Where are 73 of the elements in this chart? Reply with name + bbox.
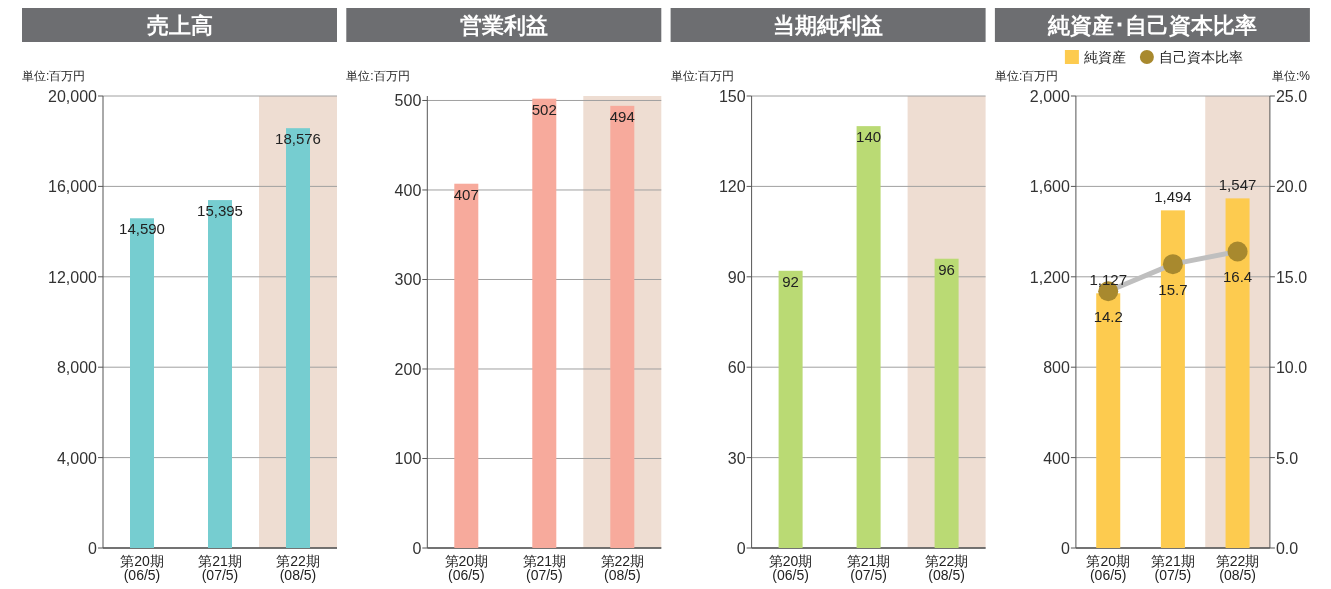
y-axis-title: 単位:百万円 <box>994 69 1059 83</box>
y-tick-label: 2,000 <box>1029 88 1070 105</box>
y-tick-label: 30 <box>727 449 746 467</box>
x-tick-label: 第21期 (07/5) <box>522 553 567 583</box>
y2-axis-title: 単位:% <box>1271 69 1311 83</box>
y-tick-label: 400 <box>1043 449 1070 467</box>
bar <box>1160 210 1185 548</box>
data-label: 96 <box>938 260 955 278</box>
bar <box>454 183 479 548</box>
chart-title: 純資産･自己資本比率 <box>1046 13 1257 38</box>
chart-title: 売上高 <box>146 13 213 38</box>
y2-tick-label: 15.0 <box>1275 268 1308 286</box>
y-tick-label: 1,200 <box>1029 268 1070 286</box>
y2-tick-label: 10.0 <box>1275 359 1308 377</box>
y-tick-label: 200 <box>394 360 422 378</box>
y-tick-label: 500 <box>394 92 422 110</box>
x-tick-label: 第21期 (07/5) <box>846 553 891 583</box>
y-tick-label: 12,000 <box>48 268 98 286</box>
y-tick-label: 1,600 <box>1029 178 1070 196</box>
y2-tick-label: 0.0 <box>1275 540 1299 557</box>
x-tick-label: 第21期 (07/5) <box>1151 553 1195 583</box>
data-label: 407 <box>453 185 479 203</box>
x-tick-label: 第22期 (08/5) <box>924 553 969 583</box>
point <box>1162 254 1183 275</box>
y-tick-label: 8,000 <box>56 359 98 377</box>
legend-label: 純資産 <box>1083 49 1126 65</box>
legend-label: 自己資本比率 <box>1158 49 1243 65</box>
data-label: 1,494 <box>1154 188 1192 206</box>
x-tick-label: 第20期 (06/5) <box>444 553 489 583</box>
bar <box>934 258 959 548</box>
x-tick-label: 第21期 (07/5) <box>198 553 242 583</box>
y-tick-label: 120 <box>718 178 746 196</box>
y-tick-label: 150 <box>718 88 746 105</box>
y-tick-label: 16,000 <box>48 178 98 196</box>
bar <box>532 98 557 548</box>
y2-tick-label: 20.0 <box>1275 178 1308 196</box>
chart-title: 営業利益 <box>459 13 548 38</box>
y-tick-label: 60 <box>727 359 746 377</box>
y-tick-label: 400 <box>394 181 422 199</box>
x-tick-label: 第22期 (08/5) <box>276 553 320 583</box>
bar <box>1096 293 1121 548</box>
bar <box>610 105 635 548</box>
x-tick-label: 第20期 (06/5) <box>768 553 813 583</box>
data-label: 1,547 <box>1218 176 1257 194</box>
data-label: 494 <box>609 107 635 125</box>
bar <box>778 270 803 548</box>
y2-tick-label: 25.0 <box>1275 88 1308 105</box>
x-tick-label: 第20期 (06/5) <box>1086 553 1131 583</box>
x-tick-label: 第22期 (08/5) <box>600 553 645 583</box>
y-axis-title: 単位:百万円 <box>670 69 734 83</box>
bar <box>856 126 881 548</box>
y-tick-label: 0 <box>412 540 422 557</box>
data-label: 1,127 <box>1089 271 1128 289</box>
y-tick-label: 90 <box>727 268 746 286</box>
x-tick-label: 第22期 (08/5) <box>1215 553 1260 583</box>
y-axis-title: 単位:百万円 <box>22 69 86 83</box>
y-tick-label: 800 <box>1043 359 1070 377</box>
y-tick-label: 100 <box>394 450 422 468</box>
data-label: 92 <box>782 272 799 290</box>
x-tick-label: 第20期 (06/5) <box>120 553 164 583</box>
data-label: 16.4 <box>1222 268 1253 286</box>
y-tick-label: 4,000 <box>56 449 98 467</box>
y-tick-label: 0 <box>736 540 746 557</box>
y-tick-label: 0 <box>88 540 98 557</box>
data-label: 140 <box>856 128 882 146</box>
y-tick-label: 300 <box>394 271 422 289</box>
y-tick-label: 0 <box>1060 540 1070 557</box>
chart-title: 当期純利益 <box>773 13 884 38</box>
data-label: 502 <box>531 100 557 118</box>
y2-tick-label: 5.0 <box>1275 449 1299 467</box>
point <box>1227 241 1248 262</box>
y-tick-label: 20,000 <box>48 88 98 105</box>
y-axis-title: 単位:百万円 <box>346 69 410 83</box>
